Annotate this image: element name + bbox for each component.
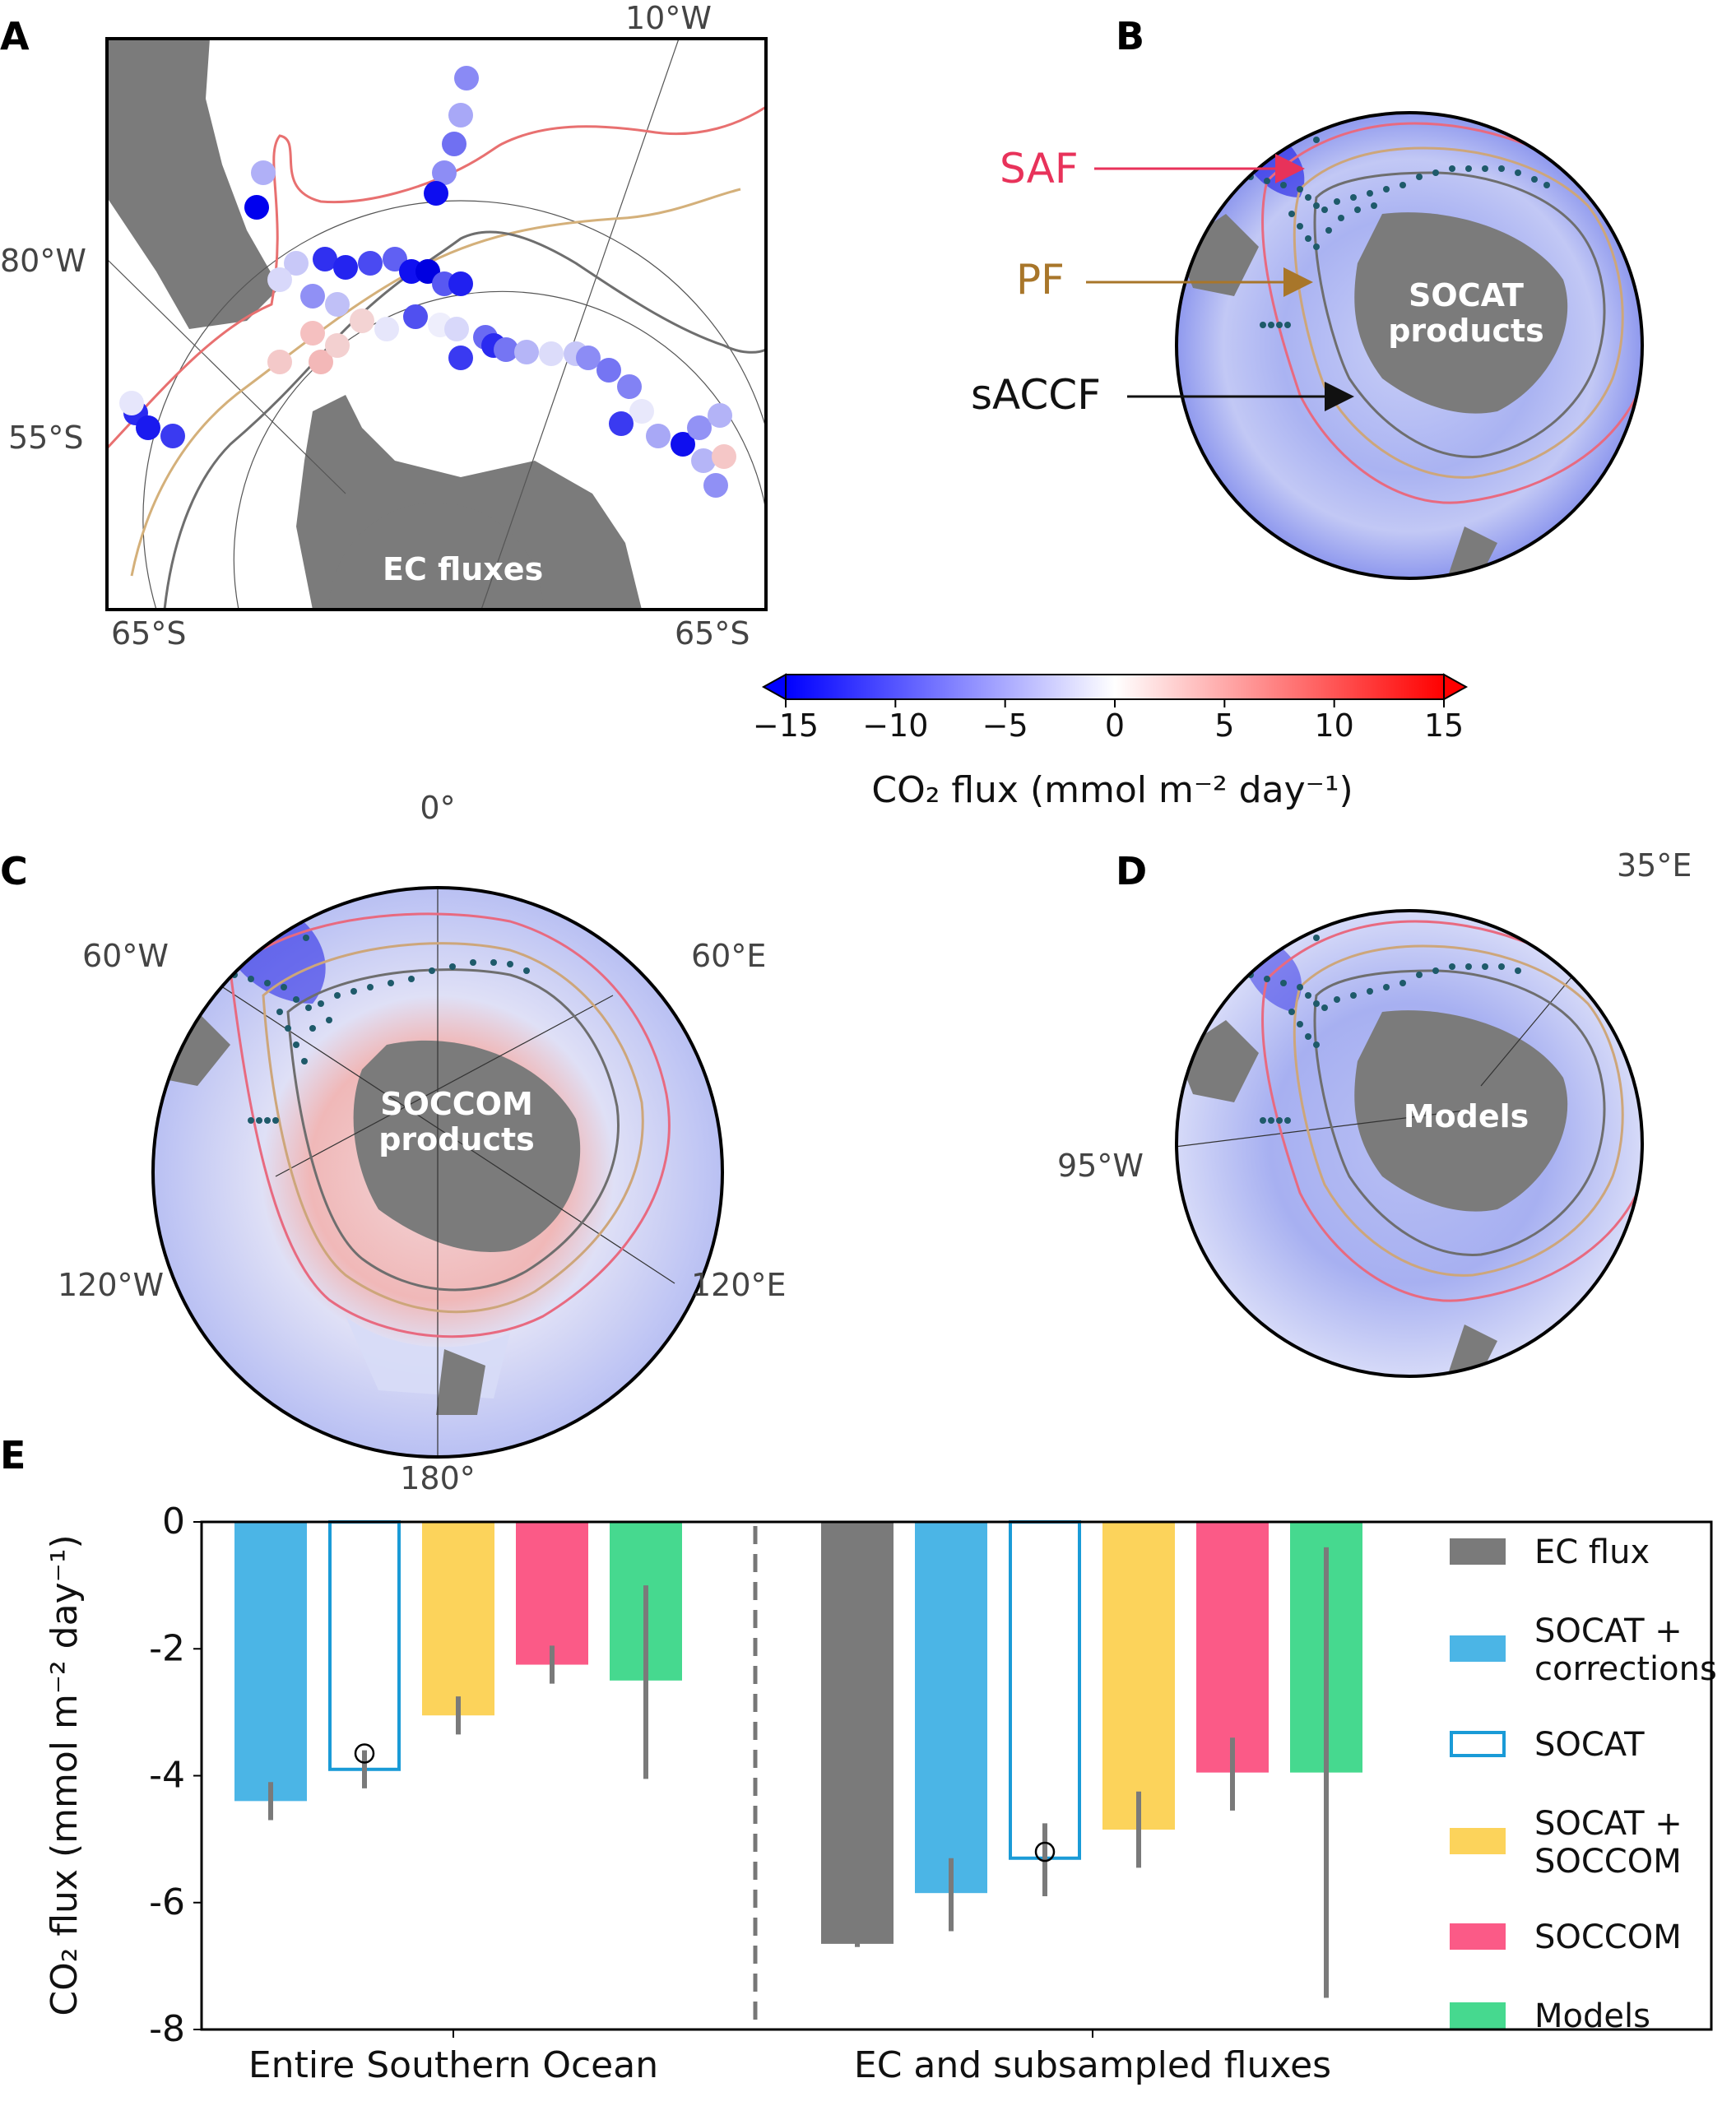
colorbar-tick-label: 10 [1314, 707, 1353, 744]
panel-b-frame [1175, 111, 1644, 580]
legend-swatch [1450, 1635, 1506, 1662]
panel-a: A [0, 0, 768, 652]
lon-label-120w: 120°W [58, 1267, 164, 1303]
bar [915, 1522, 987, 1894]
lon-label-80w: 80°W [0, 243, 86, 279]
lon-label-60e: 60°E [691, 938, 766, 974]
bar [328, 1520, 401, 1771]
legend-label: SOCCOM [1534, 1918, 1682, 1956]
lat-label-65s-right: 65°S [675, 615, 750, 652]
saccf-front-c [286, 968, 620, 1292]
saf-front [107, 105, 766, 450]
legend-label: SOCAT + [1534, 1612, 1683, 1650]
antarctica-land-b [1354, 212, 1568, 414]
lat-label-55s: 55°S [8, 420, 83, 456]
x-tick-label: Entire Southern Ocean [248, 2044, 658, 2086]
panel-a-label: EC fluxes [383, 551, 543, 587]
legend-label: EC flux [1534, 1533, 1650, 1571]
legend-label: SOCAT [1534, 1726, 1645, 1764]
panel-b-letter: B [1116, 14, 1144, 58]
lon-label-60w: 60°W [82, 938, 169, 974]
panel-b-label-1: SOCAT [1409, 277, 1524, 313]
y-tick-label: -8 [149, 2008, 185, 2050]
panel-d-label: Models [1404, 1098, 1529, 1134]
bar [234, 1522, 307, 1802]
bar [1102, 1522, 1175, 1830]
pf-front-d [1293, 944, 1624, 1277]
bar [422, 1522, 494, 1716]
pf-label: PF [1016, 256, 1065, 304]
bar [1009, 1520, 1081, 1860]
panel-a-frame [105, 37, 768, 611]
colorbar-extend-low [761, 673, 787, 701]
colorbar-gradient [785, 674, 1445, 700]
bar-chart: 0 -2 -4 -6 -8 Entire Southern Ocean EC and sub… [149, 1501, 1717, 2086]
panel-e: E 0 -2 -4 -6 -8 Entire Southern Ocean EC and s… [0, 1433, 1717, 2086]
colorbar-tick-label: 0 [1105, 707, 1125, 744]
lon-label-120e: 120°E [691, 1267, 787, 1303]
marker-circle [1034, 1841, 1056, 1862]
panel-c: C SOCCOM [0, 790, 787, 1496]
colorbar-tick-label: −15 [753, 707, 819, 744]
y-tick-label: -6 [149, 1881, 185, 1923]
lon-label-180: 180° [400, 1460, 476, 1496]
south-america-land [107, 39, 280, 329]
panel-d-frame [1175, 909, 1644, 1378]
pf-front-c [262, 942, 644, 1314]
bar [821, 1522, 894, 1944]
panel-b-label-2: products [1388, 313, 1544, 349]
panel-c-letter: C [0, 849, 28, 893]
chart-frame [200, 1520, 1713, 2031]
lon-label-95w: 95°W [1057, 1148, 1144, 1184]
ec-flux-points [119, 66, 736, 498]
legend-swatch [1450, 1828, 1506, 1854]
panel-c-frame [151, 886, 724, 1459]
saf-front-c [229, 912, 671, 1338]
panel-a-letter: A [0, 14, 30, 58]
colorbar: −15 −10 −5 0 5 10 15 CO₂ flux (mmol m⁻² day⁻¹) [753, 673, 1469, 811]
panel-d-letter: D [1116, 849, 1147, 893]
legend-label: SOCCOM [1534, 1843, 1682, 1881]
legend-label: SOCAT + [1534, 1805, 1683, 1843]
colorbar-tick-label: 5 [1214, 707, 1234, 744]
panel-e-letter: E [0, 1433, 26, 1477]
panel-b: B SOCAT products [971, 14, 1644, 580]
ship-track-b [1247, 120, 1550, 328]
panel-c-label-2: products [378, 1121, 535, 1157]
panel-d: D Models 35°E 9 [1057, 847, 1692, 1378]
legend-swatch [1450, 1538, 1506, 1565]
lon-label-10w: 10°W [625, 0, 712, 36]
colorbar-label: CO₂ flux (mmol m⁻² day⁻¹) [871, 769, 1353, 811]
legend-swatch [1450, 1731, 1506, 1757]
colorbar-tick-label: 15 [1424, 707, 1464, 744]
saccf-label: sACCF [971, 371, 1101, 419]
bar [1196, 1522, 1269, 1773]
saf-label: SAF [1000, 145, 1079, 193]
colorbar-tick-label: −10 [862, 707, 928, 744]
lon-label-0: 0° [420, 790, 455, 826]
lat-label-65s-left: 65°S [111, 615, 186, 652]
legend-label: corrections [1534, 1650, 1717, 1688]
y-tick-label: -4 [149, 1755, 185, 1797]
panel-c-label-1: SOCCOM [380, 1086, 533, 1122]
colorbar-extend-high [1443, 673, 1469, 701]
ship-track-c [231, 888, 530, 1124]
bar [516, 1522, 588, 1665]
y-axis-label: CO₂ flux (mmol m⁻² day⁻¹) [44, 1534, 86, 2016]
antarctica-land [329, 503, 543, 610]
saccf-front [163, 230, 766, 610]
lon-label-35e: 35°E [1617, 847, 1692, 884]
legend-swatch [1450, 2002, 1506, 2029]
y-tick-label: -2 [149, 1627, 185, 1669]
pf-front-b [1293, 146, 1624, 479]
antarctica-land-c [353, 1040, 581, 1252]
y-tick-label: 0 [162, 1501, 185, 1542]
marker-circle [354, 1743, 375, 1764]
x-tick-label: EC and subsampled fluxes [854, 2044, 1331, 2086]
legend-swatch [1450, 1923, 1506, 1950]
colorbar-tick-label: −5 [982, 707, 1028, 744]
